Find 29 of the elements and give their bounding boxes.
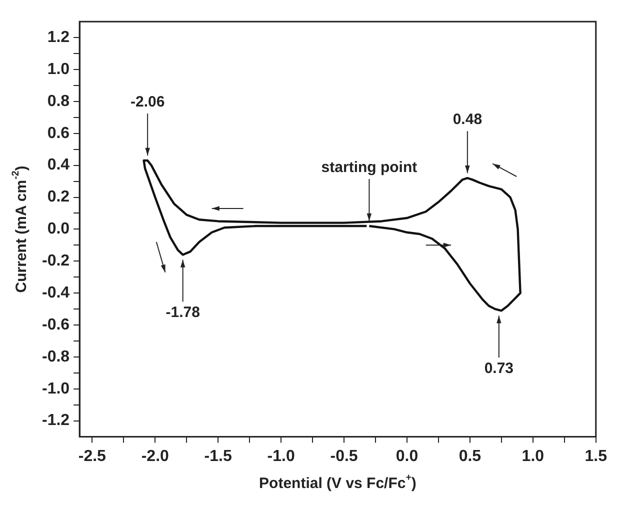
y-tick-label: 0.4 <box>47 156 70 174</box>
x-tick-label: 1.5 <box>584 448 608 465</box>
annotation: -1.78 <box>166 304 200 321</box>
x-tick-label: -1.0 <box>267 448 295 465</box>
y-tick-label: -0.2 <box>42 252 70 270</box>
y-tick-label: 0.0 <box>47 220 70 238</box>
y-tick-label: 0.8 <box>47 92 70 110</box>
y-tick-label: -0.6 <box>42 316 70 334</box>
y-tick-label: 0.2 <box>47 188 70 206</box>
annotation: 0.73 <box>484 360 514 377</box>
x-tick-label: -2.5 <box>78 448 106 465</box>
y-tick-label: 1.0 <box>47 60 70 78</box>
annotation: -2.06 <box>130 94 165 111</box>
y-tick-label: -0.4 <box>42 284 70 302</box>
y-tick-label: -0.8 <box>42 348 70 366</box>
x-tick-label: -0.5 <box>330 448 358 465</box>
annotation: starting point <box>321 159 418 176</box>
x-tick-label: 1.0 <box>522 448 544 465</box>
x-tick-label: -1.5 <box>204 448 232 465</box>
x-tick-label: 0.5 <box>458 448 482 465</box>
y-tick-label: 0.6 <box>47 124 70 142</box>
annotation: 0.48 <box>452 111 482 128</box>
y-tick-label: 1.2 <box>47 28 70 46</box>
x-tick-label: 0.0 <box>396 448 418 465</box>
x-tick-label: -2.0 <box>141 448 170 465</box>
y-axis-title: Current (mA cm-2) <box>10 166 30 293</box>
x-axis-title: Potential (V vs Fc/Fc+) <box>259 472 416 492</box>
y-tick-label: -1.2 <box>42 412 70 430</box>
y-tick-label: -1.0 <box>42 380 70 398</box>
